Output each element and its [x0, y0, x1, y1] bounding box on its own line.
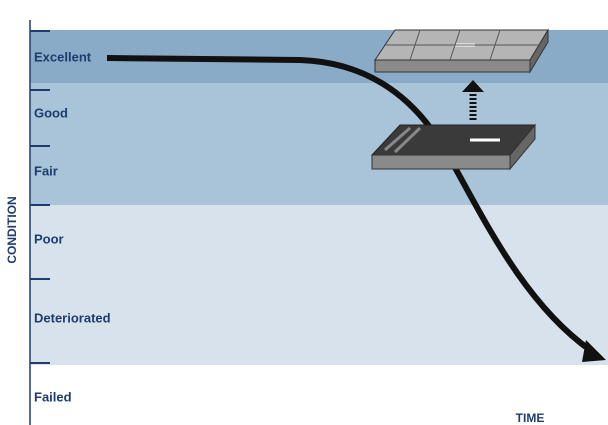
- band-poor-deteriorated: [30, 205, 608, 365]
- level-label: Poor: [34, 231, 64, 246]
- x-axis-label: TIME: [516, 411, 545, 425]
- level-label: Good: [34, 105, 68, 120]
- worn-slab: [370, 123, 537, 171]
- y-axis-label: CONDITION: [5, 196, 19, 263]
- curve-arrowhead: [582, 340, 606, 362]
- level-label: Excellent: [34, 49, 92, 64]
- tick-marks: [30, 30, 50, 364]
- level-label: Failed: [34, 389, 72, 404]
- restored-slab: [374, 28, 549, 74]
- dashed-arrow: [462, 80, 484, 120]
- level-label: Deteriorated: [34, 310, 111, 325]
- level-label: Fair: [34, 163, 58, 178]
